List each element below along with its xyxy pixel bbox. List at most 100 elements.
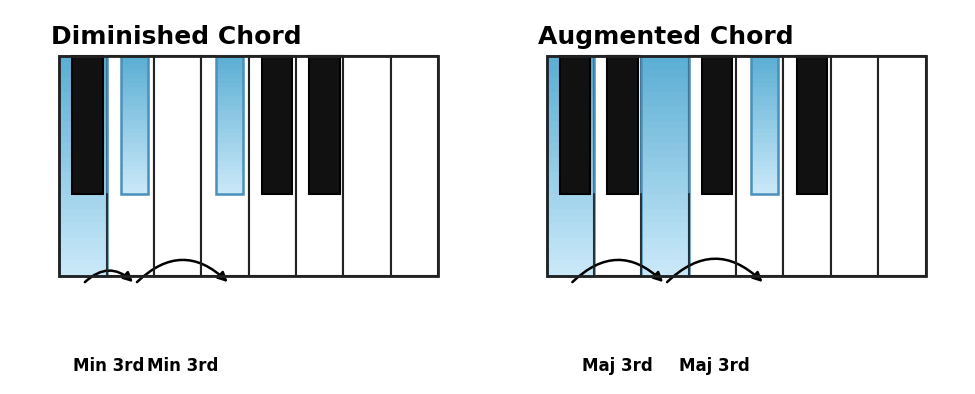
Bar [751,124,778,130]
Bar [642,121,688,129]
Bar [216,166,243,171]
Bar [122,97,148,102]
Bar [547,187,594,195]
Bar [59,55,106,63]
Bar [249,56,296,276]
Bar [547,62,594,71]
Bar [216,73,243,79]
Bar [797,56,827,194]
Bar [59,150,106,158]
Bar [642,158,688,165]
Bar [547,128,594,136]
Bar [751,189,778,194]
Bar [547,216,594,224]
Bar [72,56,102,194]
Bar [391,56,438,276]
Bar [122,69,148,74]
Bar [122,152,148,158]
Bar [547,84,594,92]
Bar [751,87,778,93]
Bar [59,260,106,268]
Bar [642,209,688,217]
Bar [201,56,249,276]
Bar [216,129,243,134]
Bar [642,268,688,276]
Bar [122,120,148,125]
Bar [216,87,243,93]
Bar [560,56,590,194]
Bar [216,134,243,139]
Bar [122,115,148,121]
Bar [751,120,778,125]
Bar [59,223,106,232]
Text: Maj 3rd: Maj 3rd [680,357,750,375]
Bar [122,83,148,88]
Bar [122,175,148,180]
Bar [642,231,688,239]
Bar [216,184,243,190]
Bar [751,175,778,180]
Bar [122,134,148,139]
Bar [547,165,594,173]
Bar [216,59,243,65]
Bar [642,70,688,78]
Bar [216,156,243,162]
Bar [216,120,243,125]
Bar [547,106,594,114]
Bar [216,124,243,130]
Bar [547,260,594,268]
Bar [122,138,148,143]
Bar [216,92,243,97]
Bar [751,156,778,162]
Text: Maj 3rd: Maj 3rd [582,357,653,375]
Bar [547,99,594,107]
Bar [547,150,594,158]
Bar [122,184,148,190]
Bar [216,171,243,176]
Bar [216,69,243,74]
Bar [122,101,148,107]
Bar [642,238,688,246]
Bar [642,106,688,114]
Bar [751,78,778,84]
Bar [642,223,688,232]
Bar [751,64,778,70]
Bar [547,56,925,276]
Bar [751,138,778,143]
Bar [122,73,148,79]
Bar [59,180,106,188]
Bar [122,171,148,176]
Bar [751,101,778,107]
Bar [547,223,594,232]
Bar [607,56,638,194]
Bar [122,189,148,194]
Bar [751,106,778,111]
Bar [751,180,778,185]
Bar [642,180,688,188]
Bar [59,56,438,276]
Bar [547,113,594,122]
Bar [59,238,106,246]
Bar [122,124,148,130]
Bar [59,99,106,107]
Bar [122,78,148,84]
Bar [343,56,391,276]
Bar [642,55,688,63]
Bar [751,161,778,167]
Bar [547,268,594,276]
Bar [751,152,778,158]
Bar [216,138,243,143]
Bar [642,172,688,180]
Bar [59,143,106,151]
Bar [736,56,784,276]
Bar [642,56,688,276]
Bar [642,253,688,261]
Bar [547,180,594,188]
Bar [547,158,594,165]
Bar [122,106,148,111]
Bar [216,143,243,148]
Bar [122,143,148,148]
Bar [59,172,106,180]
Bar [831,56,878,276]
Bar [642,187,688,195]
